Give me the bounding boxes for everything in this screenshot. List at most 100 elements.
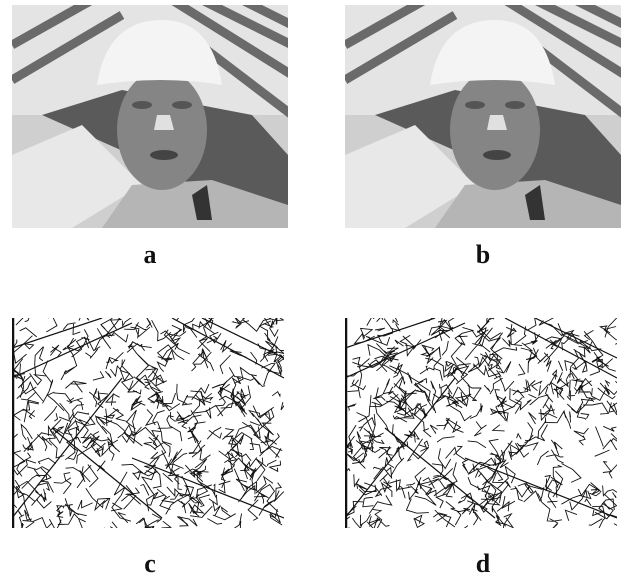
edge-line [409, 489, 418, 499]
edge-line [60, 403, 74, 420]
edge-line [183, 395, 193, 405]
edge-line [140, 485, 149, 496]
edge-line [406, 499, 428, 514]
edge-line [375, 328, 385, 331]
edge-line [527, 304, 541, 330]
edge-line [494, 376, 514, 391]
edge-line [438, 448, 450, 468]
edge-line [513, 390, 524, 398]
edge-line [544, 338, 562, 363]
edge-line [127, 410, 137, 432]
edge-line [348, 386, 361, 398]
edge-line [367, 310, 372, 326]
edge-line [122, 360, 133, 391]
edge-line [457, 526, 468, 539]
edge-line [127, 434, 143, 446]
edge-line [455, 511, 461, 525]
edge-map [0, 295, 300, 541]
edge-line [63, 473, 71, 494]
edge-line [424, 429, 432, 437]
edge-line [163, 473, 173, 482]
edge-line [558, 361, 562, 371]
edge-line [373, 467, 382, 469]
edge-line [66, 466, 84, 473]
edge-line [352, 362, 379, 367]
edge-line [446, 448, 466, 461]
edge-line [567, 374, 575, 380]
edge-line [525, 422, 533, 440]
edge-line [20, 515, 35, 531]
edge-line [347, 404, 356, 407]
edge-line [395, 340, 404, 346]
edge-line [394, 377, 405, 388]
edge-line [345, 453, 363, 461]
edge-line [373, 395, 385, 401]
edge-line [144, 379, 161, 391]
edge-line [184, 310, 201, 338]
edge-line [468, 477, 481, 489]
edge-line [539, 314, 561, 326]
edge-line [268, 460, 277, 466]
edge-line [189, 503, 197, 514]
edge-line [146, 317, 152, 328]
edge-line [105, 371, 111, 378]
edge-line [220, 355, 231, 374]
edge-line [373, 308, 388, 319]
edge-line [139, 519, 153, 538]
edge-line [221, 340, 232, 351]
edge-line [603, 494, 616, 509]
edge-line [236, 323, 242, 328]
edge-line [93, 371, 104, 380]
edge-line [248, 500, 258, 521]
edge-line [131, 401, 145, 410]
edge-line [79, 310, 88, 321]
edge-line [604, 330, 623, 344]
edge-line [101, 325, 128, 342]
edge-line [251, 352, 257, 364]
edge-line [366, 336, 390, 345]
edge-line [110, 366, 121, 376]
edge-line [603, 426, 616, 431]
edge-line [230, 351, 247, 358]
edge-line [505, 518, 513, 528]
edge-line [613, 492, 617, 498]
edge-line [542, 502, 563, 521]
edge-line [239, 303, 245, 319]
edge-line [434, 369, 442, 381]
edge-line [383, 384, 393, 395]
edge-line [101, 309, 115, 329]
edge-line [219, 474, 231, 485]
edge-line [46, 305, 53, 318]
panel-label: c [144, 549, 156, 578]
edge-line [413, 340, 421, 350]
edge-line [550, 405, 555, 414]
edge-line [65, 504, 87, 516]
edge-line [505, 481, 511, 488]
edge-line [557, 372, 562, 383]
edge-line [30, 373, 46, 384]
edge-line [546, 387, 553, 403]
edge-line [515, 400, 531, 410]
edge-line [54, 413, 57, 421]
edge-line [79, 519, 86, 529]
edge-line [437, 437, 455, 442]
edge-line [192, 450, 211, 461]
page: a b c d (() => { const data = JSON.parse… [0, 0, 623, 581]
edge-line [37, 434, 55, 440]
edge-line [345, 501, 364, 516]
edge-line [233, 315, 239, 323]
edge-line [13, 460, 36, 475]
edge-line [430, 425, 437, 434]
edge-line [166, 500, 185, 514]
edge-line [219, 451, 237, 462]
figure: a b c d [0, 0, 623, 581]
edge-line [22, 400, 39, 410]
edge-map [339, 301, 623, 546]
edge-line [18, 511, 21, 516]
edge-line [468, 385, 482, 388]
edge-line [207, 519, 222, 525]
edge-line [78, 500, 93, 510]
edge-line [85, 349, 97, 358]
edge-line [484, 385, 490, 392]
edge-line [20, 328, 37, 337]
